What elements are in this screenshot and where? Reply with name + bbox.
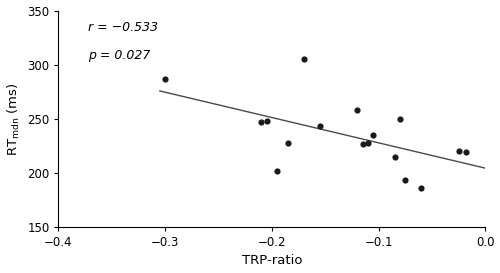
Point <box>353 108 361 112</box>
Point <box>262 119 270 123</box>
Point <box>369 133 377 137</box>
Point <box>396 117 404 121</box>
Point <box>300 57 308 61</box>
Point <box>364 140 372 145</box>
Point <box>401 178 409 183</box>
Point <box>316 124 324 129</box>
Point <box>161 76 169 81</box>
Text: p = 0.027: p = 0.027 <box>88 49 150 63</box>
X-axis label: TRP-ratio: TRP-ratio <box>242 254 302 268</box>
Y-axis label: RT$_{\mathrm{mdn}}$ (ms): RT$_{\mathrm{mdn}}$ (ms) <box>6 82 22 156</box>
Point <box>273 168 281 173</box>
Point <box>284 140 292 145</box>
Point <box>462 150 470 155</box>
Point <box>257 120 265 124</box>
Point <box>390 154 398 159</box>
Point <box>454 149 462 153</box>
Point <box>417 186 425 190</box>
Text: r = −0.533: r = −0.533 <box>88 21 158 34</box>
Point <box>358 141 366 146</box>
